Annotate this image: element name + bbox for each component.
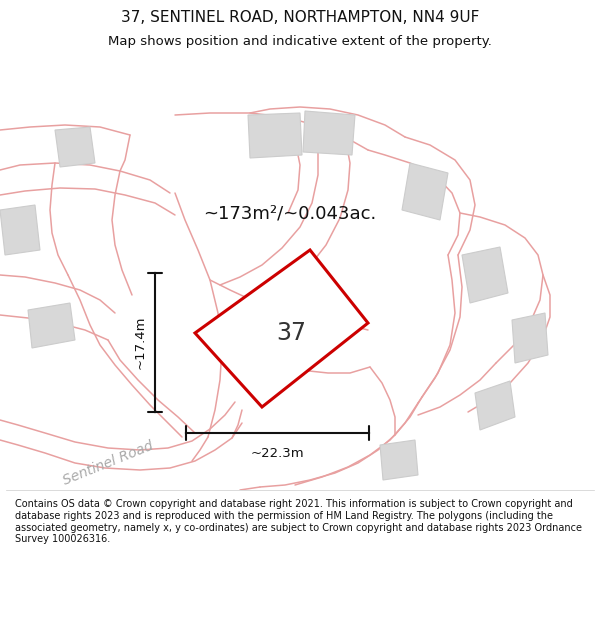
Text: ~17.4m: ~17.4m — [134, 316, 147, 369]
Polygon shape — [402, 163, 448, 220]
Polygon shape — [462, 247, 508, 303]
Text: ~22.3m: ~22.3m — [251, 447, 304, 460]
Text: 37, SENTINEL ROAD, NORTHAMPTON, NN4 9UF: 37, SENTINEL ROAD, NORTHAMPTON, NN4 9UF — [121, 10, 479, 25]
Text: Contains OS data © Crown copyright and database right 2021. This information is : Contains OS data © Crown copyright and d… — [15, 499, 582, 544]
Polygon shape — [55, 127, 95, 167]
Text: Sentinel Road: Sentinel Road — [61, 439, 155, 488]
Polygon shape — [303, 111, 355, 155]
Polygon shape — [195, 250, 368, 407]
Polygon shape — [28, 303, 75, 348]
Polygon shape — [475, 381, 515, 430]
Polygon shape — [512, 313, 548, 363]
Polygon shape — [248, 113, 302, 158]
Text: ~173m²/~0.043ac.: ~173m²/~0.043ac. — [203, 204, 377, 222]
Text: 37: 37 — [277, 321, 307, 345]
Polygon shape — [380, 440, 418, 480]
Polygon shape — [0, 205, 40, 255]
Text: Map shows position and indicative extent of the property.: Map shows position and indicative extent… — [108, 35, 492, 48]
